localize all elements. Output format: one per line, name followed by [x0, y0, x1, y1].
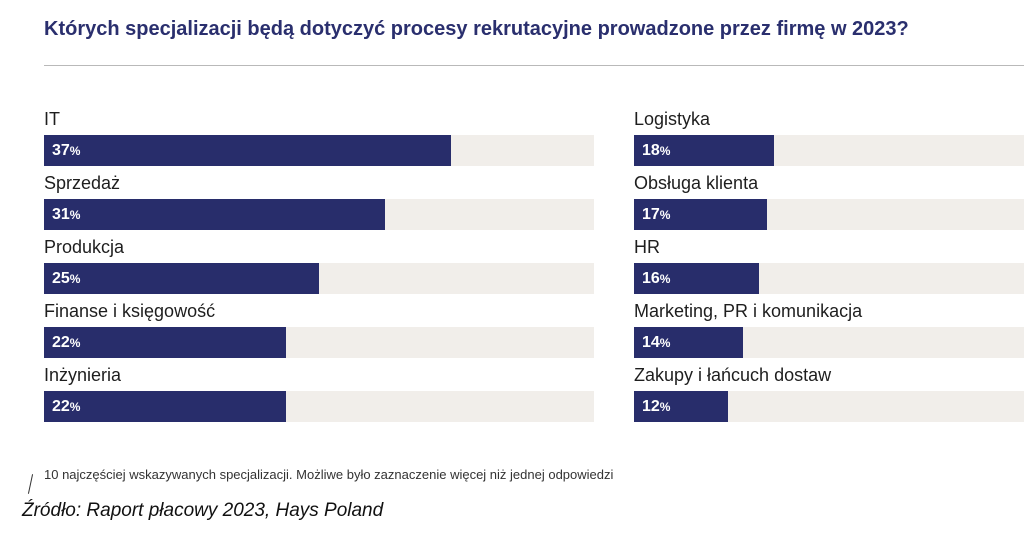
bar-value-unit: %: [659, 400, 671, 414]
bar-value-label: 22%: [52, 391, 80, 422]
bar-value-unit: %: [69, 208, 81, 222]
bar-value-label: 37%: [52, 135, 80, 166]
bar-item: Zakupy i łańcuch dostaw 12%: [634, 361, 1024, 425]
category-label: Produkcja: [44, 237, 125, 257]
bar: [44, 327, 286, 358]
bar-value-unit: %: [659, 208, 671, 222]
bar-item: Obsługa klienta 17%: [634, 169, 1024, 233]
bar-track: 18%: [634, 135, 1024, 166]
bar-item: Inżynieria 22%: [44, 361, 594, 425]
bar-value-unit: %: [69, 272, 81, 286]
bar: [44, 263, 319, 294]
category-label: IT: [44, 109, 60, 129]
bar: [634, 263, 759, 294]
bar-value-number: 22: [52, 334, 70, 351]
category-label: Obsługa klienta: [634, 173, 759, 193]
bar-value-number: 18: [642, 142, 660, 159]
bar-item: Produkcja 25%: [44, 233, 594, 297]
bar: [634, 327, 744, 358]
bar-value-label: 12%: [642, 391, 670, 422]
bar-track: 22%: [44, 391, 594, 422]
bar-value-unit: %: [69, 336, 81, 350]
bar-value-label: 17%: [642, 199, 670, 230]
title-divider: [44, 65, 1024, 66]
category-label: Zakupy i łańcuch dostaw: [634, 365, 832, 385]
bar-item: Logistyka 18%: [634, 105, 1024, 169]
bar: [634, 199, 767, 230]
footnote: 10 najczęściej wskazywanych specjalizacj…: [44, 467, 614, 482]
category-label: Finanse i księgowość: [44, 301, 216, 321]
bar-track: 25%: [44, 263, 594, 294]
footnote-mark: [27, 474, 34, 494]
bar-value-number: 31: [52, 206, 70, 223]
chart-title: Których specjalizacji będą dotyczyć proc…: [44, 18, 909, 40]
bar-column-right: Logistyka 18% Obsługa klienta 17% HR 16% Marke…: [634, 105, 1024, 425]
bar-value-number: 25: [52, 270, 70, 287]
bar-item: Marketing, PR i komunikacja 14%: [634, 297, 1024, 361]
bar-value-number: 17: [642, 206, 660, 223]
bar-value-number: 14: [642, 334, 660, 351]
source-note: Źródło: Raport płacowy 2023, Hays Poland: [22, 500, 384, 521]
bar-value-unit: %: [659, 336, 671, 350]
category-label: Logistyka: [634, 109, 711, 129]
bar-value-label: 14%: [642, 327, 670, 358]
bar: [634, 391, 728, 422]
bar-value-unit: %: [69, 144, 81, 158]
bar-track: 16%: [634, 263, 1024, 294]
bar-value-label: 18%: [642, 135, 670, 166]
bar-value-number: 37: [52, 142, 70, 159]
bar-column-left: IT 37% Sprzedaż 31% Produkcja 25% Finanse i ks…: [44, 105, 594, 425]
bar-track: 22%: [44, 327, 594, 358]
bar-value-unit: %: [659, 144, 671, 158]
bar: [44, 199, 385, 230]
bar-track: 14%: [634, 327, 1024, 358]
bar-value-number: 16: [642, 270, 660, 287]
bar-track: 37%: [44, 135, 594, 166]
bar-track: 31%: [44, 199, 594, 230]
category-label: Inżynieria: [44, 365, 122, 385]
bar-value-unit: %: [69, 400, 81, 414]
bar-value-label: 16%: [642, 263, 670, 294]
bar-value-number: 12: [642, 398, 660, 415]
bar-value-unit: %: [659, 272, 671, 286]
category-label: Sprzedaż: [44, 173, 121, 193]
bar: [44, 391, 286, 422]
bar-value-label: 25%: [52, 263, 80, 294]
bar: [634, 135, 775, 166]
bar-item: Sprzedaż 31%: [44, 169, 594, 233]
bar-item: HR 16%: [634, 233, 1024, 297]
bar-track: 17%: [634, 199, 1024, 230]
bar: [44, 135, 451, 166]
bar-item: Finanse i księgowość 22%: [44, 297, 594, 361]
bar-value-label: 22%: [52, 327, 80, 358]
bar-track: 12%: [634, 391, 1024, 422]
category-label: HR: [634, 237, 660, 257]
bar-value-number: 22: [52, 398, 70, 415]
category-label: Marketing, PR i komunikacja: [634, 301, 863, 321]
bar-value-label: 31%: [52, 199, 80, 230]
bar-item: IT 37%: [44, 105, 594, 169]
